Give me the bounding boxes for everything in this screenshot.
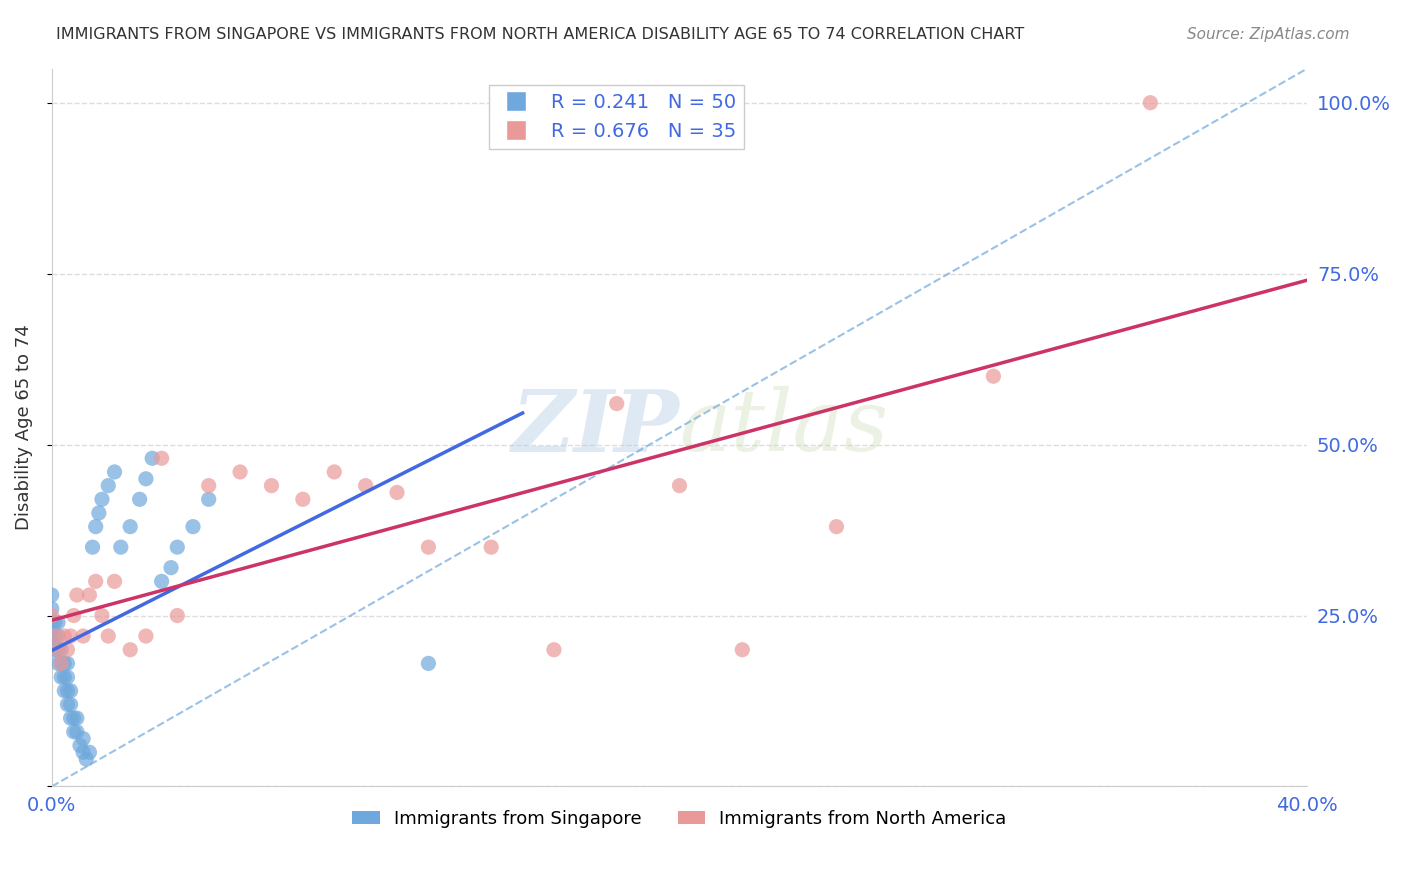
Point xyxy=(59,683,82,698)
Point xyxy=(41,608,63,623)
Point xyxy=(51,642,73,657)
Point xyxy=(166,540,188,554)
Point xyxy=(72,745,94,759)
Point xyxy=(69,739,91,753)
Point xyxy=(354,478,377,492)
Point xyxy=(46,642,69,657)
Point xyxy=(120,642,142,657)
Point xyxy=(82,540,104,554)
Point xyxy=(668,478,690,492)
Point xyxy=(46,657,69,671)
Point xyxy=(46,642,69,657)
Point xyxy=(53,683,76,698)
Point xyxy=(97,478,120,492)
Point xyxy=(56,642,79,657)
Point xyxy=(66,711,89,725)
Point xyxy=(385,485,408,500)
Point xyxy=(418,540,440,554)
Point xyxy=(128,492,150,507)
Point xyxy=(79,745,101,759)
Point xyxy=(291,492,314,507)
Point xyxy=(44,629,66,643)
Point xyxy=(731,642,754,657)
Point xyxy=(56,657,79,671)
Point xyxy=(166,608,188,623)
Point xyxy=(62,724,84,739)
Point xyxy=(56,670,79,684)
Point xyxy=(150,574,173,589)
Point xyxy=(135,472,157,486)
Point xyxy=(59,711,82,725)
Text: ZIP: ZIP xyxy=(512,385,679,469)
Point xyxy=(72,629,94,643)
Point xyxy=(72,731,94,746)
Point xyxy=(62,608,84,623)
Point xyxy=(51,670,73,684)
Point xyxy=(51,657,73,671)
Point xyxy=(141,451,163,466)
Point xyxy=(44,629,66,643)
Point xyxy=(53,629,76,643)
Text: Source: ZipAtlas.com: Source: ZipAtlas.com xyxy=(1187,27,1350,42)
Point xyxy=(53,670,76,684)
Point xyxy=(79,588,101,602)
Point xyxy=(56,698,79,712)
Point xyxy=(160,560,183,574)
Point xyxy=(56,683,79,698)
Point xyxy=(103,574,125,589)
Point xyxy=(59,698,82,712)
Point xyxy=(44,615,66,630)
Point xyxy=(983,369,1005,384)
Point xyxy=(66,588,89,602)
Point xyxy=(59,629,82,643)
Point xyxy=(46,629,69,643)
Point xyxy=(229,465,252,479)
Point xyxy=(103,465,125,479)
Point xyxy=(41,601,63,615)
Point xyxy=(87,506,110,520)
Point xyxy=(84,574,107,589)
Point xyxy=(91,492,114,507)
Point xyxy=(110,540,132,554)
Point xyxy=(41,588,63,602)
Point xyxy=(197,478,219,492)
Point xyxy=(66,724,89,739)
Point xyxy=(84,519,107,533)
Point xyxy=(53,657,76,671)
Point xyxy=(91,608,114,623)
Point xyxy=(75,752,97,766)
Point xyxy=(606,396,628,410)
Text: IMMIGRANTS FROM SINGAPORE VS IMMIGRANTS FROM NORTH AMERICA DISABILITY AGE 65 TO : IMMIGRANTS FROM SINGAPORE VS IMMIGRANTS … xyxy=(56,27,1025,42)
Legend: Immigrants from Singapore, Immigrants from North America: Immigrants from Singapore, Immigrants fr… xyxy=(346,803,1014,835)
Point xyxy=(543,642,565,657)
Point xyxy=(1139,95,1161,110)
Point xyxy=(418,657,440,671)
Point xyxy=(44,642,66,657)
Point xyxy=(150,451,173,466)
Point xyxy=(197,492,219,507)
Point xyxy=(135,629,157,643)
Text: atlas: atlas xyxy=(679,386,889,469)
Point xyxy=(120,519,142,533)
Point xyxy=(41,615,63,630)
Point xyxy=(260,478,283,492)
Y-axis label: Disability Age 65 to 74: Disability Age 65 to 74 xyxy=(15,325,32,531)
Point xyxy=(825,519,848,533)
Point xyxy=(46,615,69,630)
Point xyxy=(41,629,63,643)
Point xyxy=(62,711,84,725)
Point xyxy=(51,657,73,671)
Point xyxy=(97,629,120,643)
Point xyxy=(181,519,204,533)
Point xyxy=(479,540,502,554)
Point xyxy=(323,465,346,479)
